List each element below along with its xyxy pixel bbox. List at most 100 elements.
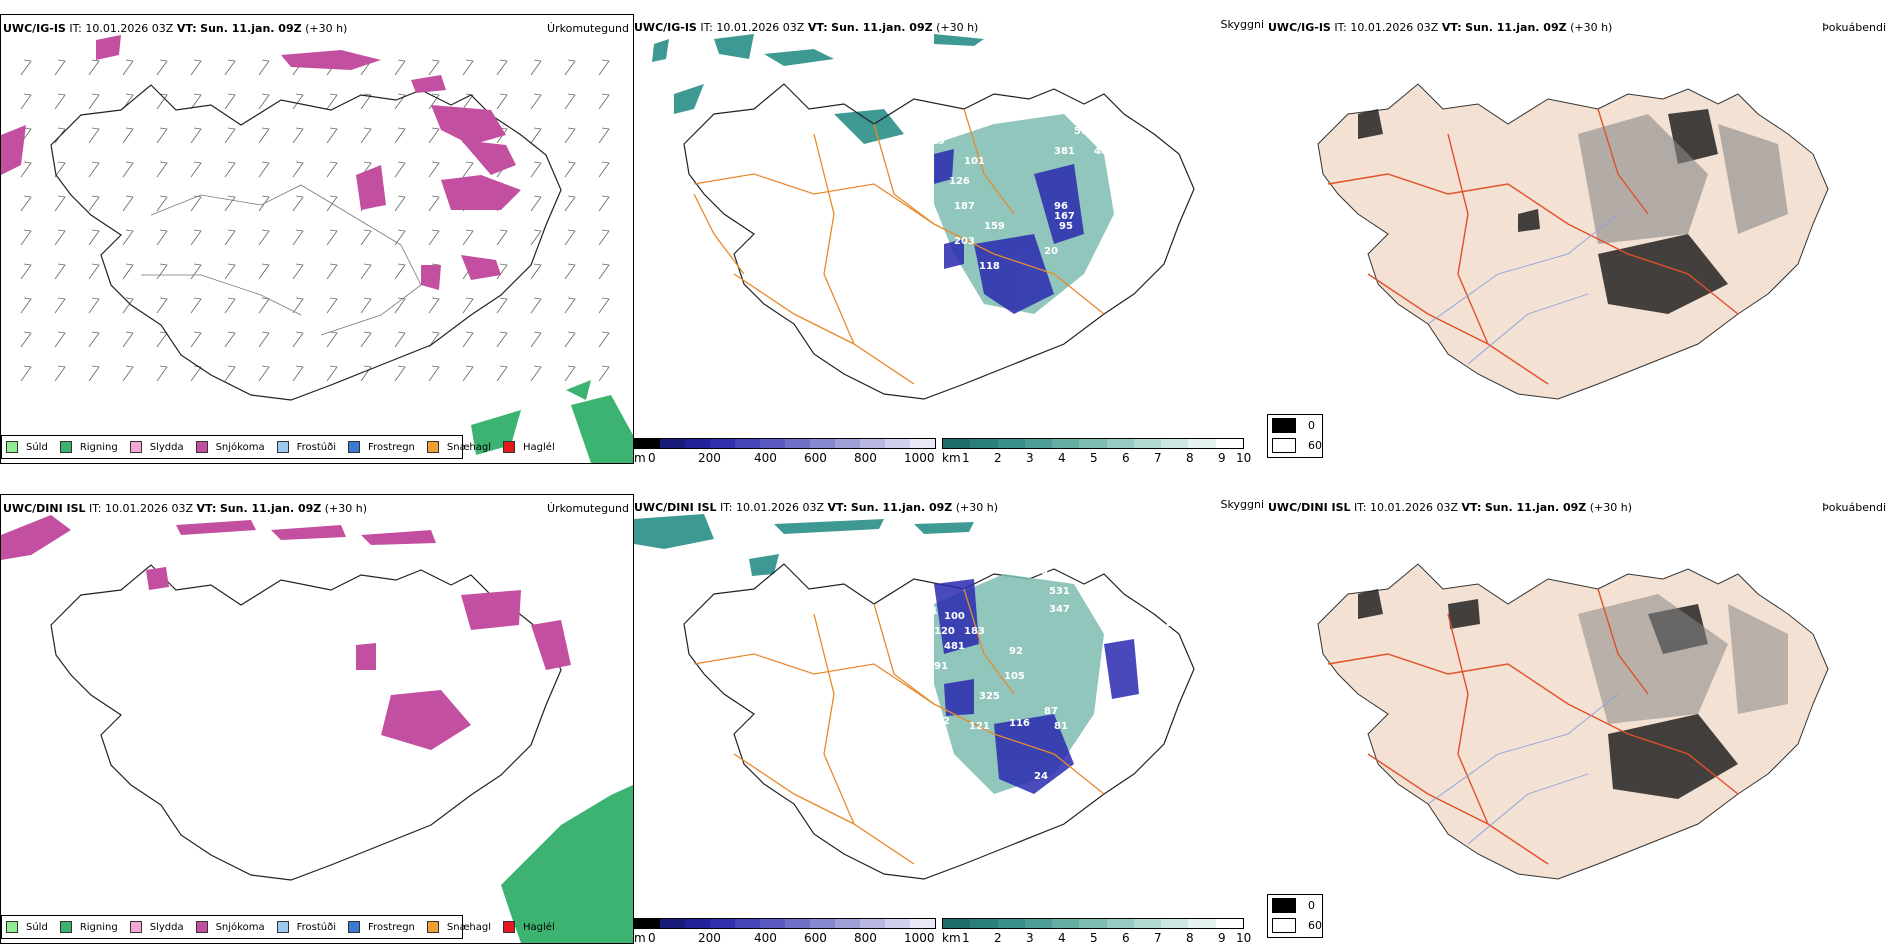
- wind-barb: [122, 93, 134, 110]
- panel-header: UWC/IG-IS IT: 10.01.2026 03Z VT: Sun. 11…: [3, 22, 348, 35]
- colorbar-cell: [785, 919, 810, 928]
- colorbar-cell: [1079, 919, 1107, 928]
- visibility-value-label: 51: [1074, 126, 1088, 137]
- visibility-value-label: 325: [979, 691, 1000, 702]
- colorbar-cell: [635, 439, 660, 448]
- wind-barb: [156, 195, 168, 212]
- wind-barb: [530, 365, 542, 382]
- visibility-value-label: 92: [1009, 646, 1023, 657]
- colorbar-cell: [710, 919, 735, 928]
- wind-barb: [88, 263, 100, 280]
- precip-legend: Súld Rigning Slydda Snjókoma Frostúði Fr…: [1, 915, 555, 939]
- colorbar-cell: [1024, 919, 1053, 928]
- wind-barb: [20, 161, 32, 178]
- wind-barb: [292, 263, 304, 280]
- wind-barb: [428, 127, 440, 144]
- wind-barb: [598, 263, 610, 280]
- colorbar-cell: [997, 919, 1025, 928]
- wind-barb: [496, 331, 508, 348]
- wind-barb: [190, 161, 202, 178]
- panel-title: Úrkomutegund: [547, 22, 629, 35]
- wind-barb: [598, 59, 610, 76]
- wind-barb: [530, 127, 542, 144]
- wind-barb: [326, 263, 338, 280]
- roads: [693, 108, 1105, 385]
- legend-item: Slydda: [129, 921, 184, 933]
- wind-barb: [258, 297, 270, 314]
- wind-barb: [598, 161, 610, 178]
- colorbar-cell: [1215, 919, 1243, 928]
- legend-item: Rigning: [59, 921, 118, 933]
- wind-barb: [394, 263, 406, 280]
- wind-barb: [54, 331, 66, 348]
- wind-barb: [428, 59, 440, 76]
- wind-barb: [598, 331, 610, 348]
- wind-barb: [360, 297, 372, 314]
- wind-barb: [394, 195, 406, 212]
- wind-barb: [326, 229, 338, 246]
- colorbar-cell: [785, 439, 810, 448]
- colorbar-cell: [885, 919, 910, 928]
- wind-barb: [326, 331, 338, 348]
- wind-barb: [190, 263, 202, 280]
- panel-title: Skyggni: [1220, 498, 1264, 511]
- wind-barb: [88, 229, 100, 246]
- wind-barb: [190, 365, 202, 382]
- visibility-value-label: 81: [1054, 721, 1068, 732]
- colorbar-cell: [943, 439, 971, 448]
- colorbar-cell: [1188, 919, 1216, 928]
- wind-barb: [258, 59, 270, 76]
- wind-barb: [598, 297, 610, 314]
- colorbar-cell: [1024, 439, 1053, 448]
- colorbar-cell: [660, 439, 685, 448]
- wind-barb: [496, 59, 508, 76]
- colorbar-cell: [760, 439, 785, 448]
- precip-map-ig: [1, 35, 633, 463]
- wind-barb: [564, 331, 576, 348]
- wind-barb: [156, 229, 168, 246]
- visibility-value-label: 96: [1054, 201, 1068, 212]
- visibility-value-label: 126: [949, 176, 970, 187]
- wind-barb: [360, 365, 372, 382]
- wind-barb: [122, 263, 134, 280]
- visibility-value-label: 203: [954, 236, 975, 247]
- legend-item: Haglél: [503, 441, 555, 453]
- fog-legend: 0 60: [1267, 414, 1323, 458]
- roads-red: [1327, 108, 1739, 385]
- wind-barb: [326, 161, 338, 178]
- wind-barb: [190, 331, 202, 348]
- colorbar-cell: [810, 439, 835, 448]
- colorbar-cell: [660, 919, 685, 928]
- fog-map-ig: [1317, 83, 1829, 400]
- colorbar-cell: [885, 439, 910, 448]
- colorbar-cell: [760, 919, 785, 928]
- wind-barb: [258, 161, 270, 178]
- colorbar-m: m 0 200 400 600 800 1000: [634, 918, 936, 945]
- wind-barb: [530, 161, 542, 178]
- visibility-value-label: 91: [934, 661, 948, 672]
- snowfall-areas: [1, 35, 521, 290]
- wind-barb: [122, 59, 134, 76]
- wind-barb: [122, 161, 134, 178]
- wind-barb: [190, 297, 202, 314]
- wind-barb: [428, 297, 440, 314]
- wind-barb: [360, 263, 372, 280]
- wind-barb: [122, 297, 134, 314]
- visibility-value-label: 116: [1009, 718, 1030, 729]
- legend-item: Slydda: [129, 441, 184, 453]
- legend-item: Frostregn: [348, 441, 415, 453]
- legend-item: Frostúði: [276, 921, 336, 933]
- wind-barb: [54, 297, 66, 314]
- wind-barb: [360, 127, 372, 144]
- wind-barb: [258, 229, 270, 246]
- colorbar-cell: [635, 919, 660, 928]
- colorbar-cell: [860, 919, 885, 928]
- wind-barb: [156, 263, 168, 280]
- panel-header: UWC/DINI ISL IT: 10.01.2026 03Z VT: Sun.…: [634, 501, 999, 514]
- wind-barb: [258, 365, 270, 382]
- colorbar-cell: [860, 439, 885, 448]
- wind-barb: [20, 331, 32, 348]
- wind-barb: [224, 195, 236, 212]
- wind-barb: [394, 127, 406, 144]
- wind-barb: [258, 331, 270, 348]
